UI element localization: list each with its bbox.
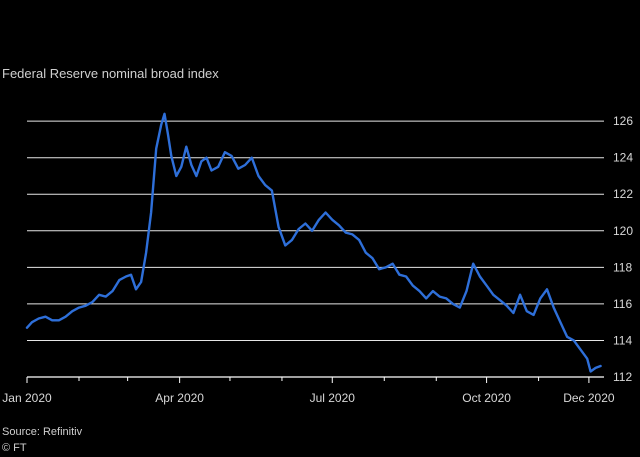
copyright-note: © FT	[2, 442, 27, 454]
y-tick-label-122: 122	[613, 187, 633, 201]
x-tick-label-3: Oct 2020	[462, 391, 511, 405]
x-tick-label-1: Apr 2020	[155, 391, 204, 405]
x-tick-label-2: Jul 2020	[310, 391, 356, 405]
x-axis: Jan 2020 Apr 2020 Jul 2020 Oct 2020 Dec 2020	[2, 377, 615, 405]
y-axis-ticks: 112 114 116 118 120 122 124 126	[613, 114, 633, 384]
y-tick-label-114: 114	[613, 333, 632, 347]
gridlines	[27, 120, 604, 378]
y-tick-label-126: 126	[613, 114, 633, 128]
source-note: Source: Refinitiv	[2, 426, 83, 438]
y-tick-label-124: 124	[613, 151, 633, 165]
chart-subtitle: Federal Reserve nominal broad index	[2, 66, 219, 81]
y-tick-label-118: 118	[613, 260, 632, 274]
series-layer	[25, 112, 602, 373]
y-tick-label-116: 116	[613, 297, 632, 311]
series-line-0	[25, 112, 602, 373]
y-tick-label-120: 120	[613, 224, 633, 238]
x-tick-label-0: Jan 2020	[2, 391, 52, 405]
y-tick-label-112: 112	[613, 370, 632, 384]
x-tick-label-4: Dec 2020	[563, 391, 615, 405]
